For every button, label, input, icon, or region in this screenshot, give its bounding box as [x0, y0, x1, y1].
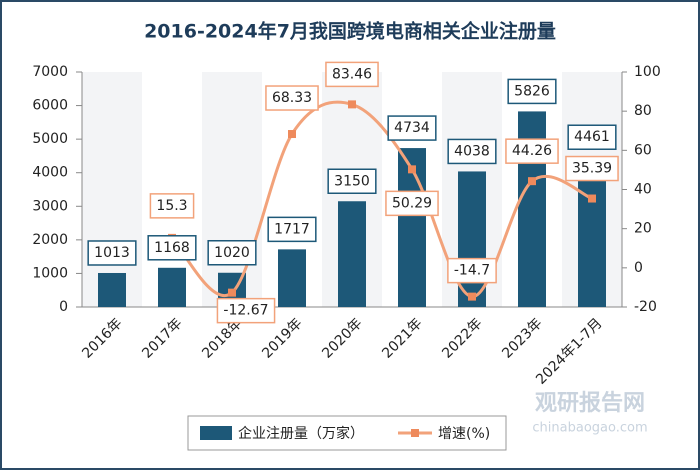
bar-value-label-box: [327, 168, 377, 194]
bar: [98, 272, 126, 307]
y-tick-label: 2000: [32, 232, 68, 248]
bar-value-label-box: [87, 240, 137, 266]
bar-value-label-box: [387, 115, 437, 141]
growth-value-label: -14.7: [454, 263, 490, 279]
growth-marker: [408, 165, 416, 174]
legend-label: 增速(%): [438, 426, 490, 442]
growth-value-label-box: [325, 61, 379, 88]
bar-value-label-box: [267, 216, 317, 243]
growth-value-label-box: [385, 190, 439, 217]
bar-value-label: 4734: [394, 120, 430, 136]
growth-marker: [228, 288, 236, 297]
bar-value-label-box: [507, 78, 557, 105]
y-tick-label: 5000: [32, 131, 68, 147]
growth-value-label-box: [216, 297, 276, 324]
y2-tick-label: 40: [634, 182, 652, 198]
growth-marker: [348, 100, 356, 109]
y2-tick-label: 20: [634, 221, 652, 237]
bar-value-label: 4461: [574, 129, 610, 145]
growth-marker: [468, 292, 476, 301]
bar: [578, 157, 606, 307]
bar-value-label: 1013: [94, 245, 130, 261]
legend-label: 企业注册量（万家）: [238, 425, 364, 442]
growth-value-label-box: [265, 85, 319, 111]
growth-value-label: 50.29: [392, 195, 432, 211]
plot-band: [202, 72, 262, 307]
bar: [278, 249, 306, 307]
legend-swatch: [411, 429, 419, 437]
growth-value-label-box: [505, 138, 559, 164]
y-tick-label: 0: [59, 299, 68, 315]
y-tick-label: 6000: [32, 98, 68, 114]
bar-value-label-box: [567, 124, 617, 150]
bar-value-label: 1717: [274, 221, 310, 237]
y2-tick-label: 60: [634, 142, 652, 158]
growth-value-label-box: [149, 193, 195, 219]
growth-value-label: 15.3: [156, 198, 187, 214]
growth-value-label: 83.46: [332, 66, 372, 82]
bar-value-label-box: [147, 235, 197, 261]
bar-value-label-box: [207, 240, 257, 266]
growth-marker: [288, 130, 296, 139]
growth-value-label: -12.67: [223, 303, 268, 319]
bar-value-label-box: [447, 138, 497, 165]
bar-value-label: 3150: [334, 173, 370, 189]
growth-marker: [528, 177, 536, 186]
bar-value-label: 1168: [154, 240, 190, 256]
y2-tick-label: 0: [634, 260, 643, 276]
watermark-url: chinabaogao.com: [532, 421, 647, 436]
bar-value-label: 5826: [514, 83, 550, 99]
growth-value-label-box: [447, 257, 497, 284]
growth-value-label: 68.33: [272, 90, 312, 106]
legend-box: [187, 415, 507, 451]
y2-tick-label: 80: [634, 103, 652, 119]
growth-value-label: 44.26: [512, 143, 552, 159]
y-tick-label: 7000: [32, 64, 68, 80]
growth-line: [170, 100, 593, 299]
bar: [458, 171, 486, 307]
y2-tick-label: -20: [634, 299, 657, 315]
bar: [158, 267, 186, 307]
bar-value-label: 4038: [454, 143, 490, 159]
growth-value-label-box: [565, 155, 619, 182]
y-tick-label: 4000: [32, 165, 68, 181]
plot-band: [82, 72, 142, 307]
y-tick-label: 3000: [32, 198, 68, 214]
bar-value-label: 1020: [214, 245, 250, 261]
y2-tick-label: 100: [634, 64, 661, 80]
growth-value-label: 35.39: [572, 161, 612, 177]
growth-marker: [588, 194, 596, 203]
chart-title: 2016-2024年7月我国跨境电商相关企业注册量: [144, 20, 556, 43]
bar: [338, 201, 366, 307]
y-tick-label: 1000: [32, 265, 68, 281]
watermark: 观研报告网: [535, 391, 645, 416]
bar: [398, 148, 426, 307]
legend-swatch: [200, 426, 232, 440]
